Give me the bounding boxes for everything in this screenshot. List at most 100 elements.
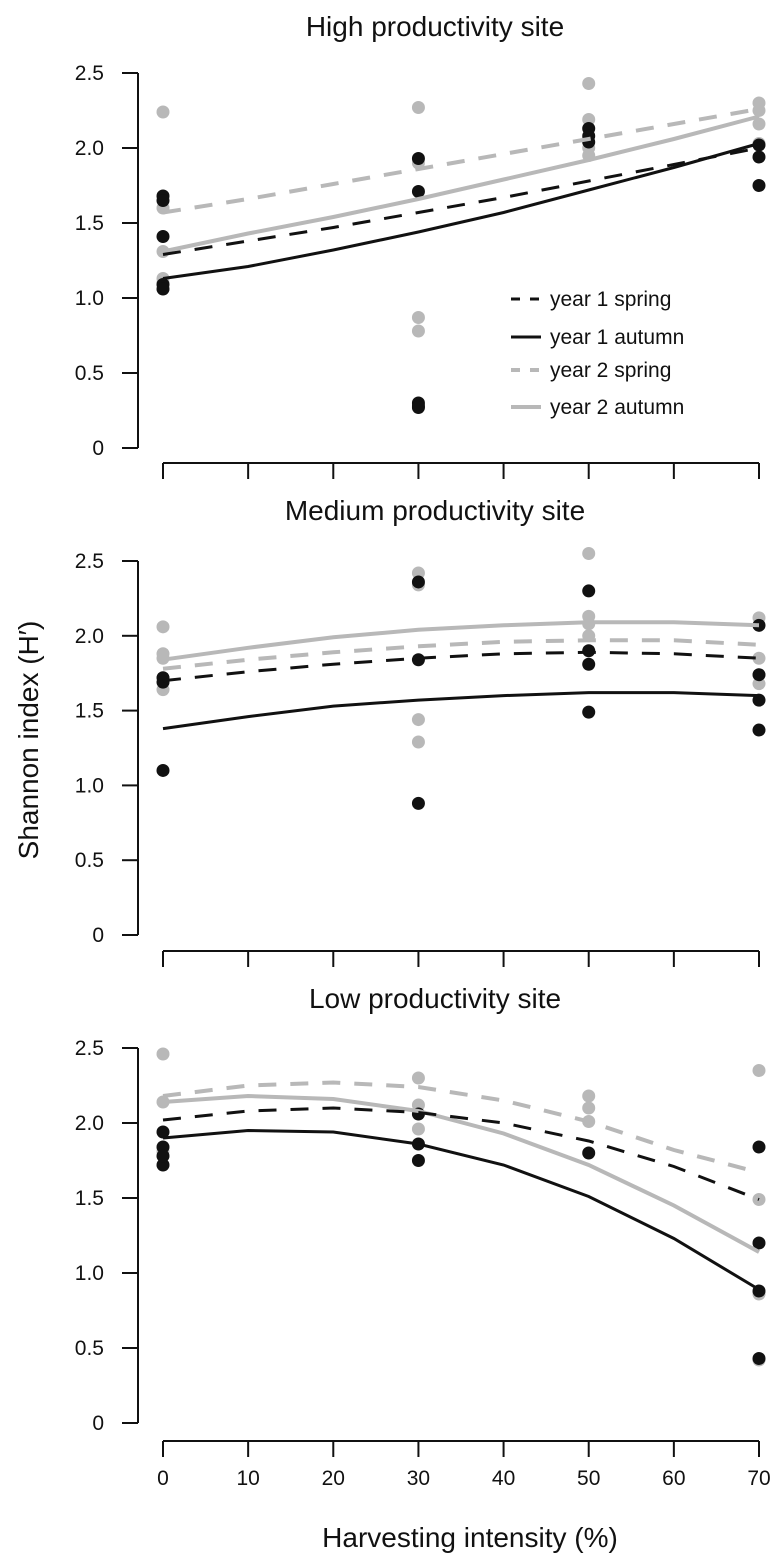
- y-tick-label: 0: [92, 1412, 104, 1435]
- panel-title: Low productivity site: [309, 983, 561, 1014]
- data-point: [582, 113, 596, 126]
- data-point: [582, 584, 596, 598]
- data-point: [411, 324, 425, 338]
- fit-line: [162, 1080, 760, 1175]
- data-point: [582, 77, 596, 90]
- x-tick-label: 60: [662, 1467, 685, 1490]
- y-tick-label: 2.0: [75, 625, 104, 648]
- data-point: [411, 566, 425, 580]
- data-point: [582, 547, 596, 561]
- fit-line: [162, 1093, 760, 1254]
- panel-3: Low productivity site 0 0.5 1.0 1.5 2.0 2.5 0 10…: [75, 983, 771, 1490]
- data-point: [582, 644, 596, 658]
- data-point: [752, 150, 766, 164]
- data-point: [752, 117, 766, 131]
- y-tick-label: 0.5: [75, 362, 104, 385]
- legend-label: year 2 spring: [550, 359, 671, 382]
- y-tick-label: 1.0: [75, 774, 104, 797]
- data-point: [752, 651, 766, 665]
- data-point: [752, 668, 766, 682]
- fit-line: [162, 691, 760, 731]
- data-point: [156, 1047, 170, 1061]
- panel-title: High productivity site: [306, 11, 564, 42]
- data-point: [411, 653, 425, 667]
- y-tick-label: 2.5: [75, 1037, 104, 1060]
- data-point: [411, 311, 425, 324]
- data-point: [156, 194, 170, 207]
- x-tick-label: 20: [322, 1467, 345, 1490]
- data-point: [752, 677, 766, 691]
- data-point: [411, 1154, 425, 1167]
- data-point: [411, 401, 425, 414]
- y-tick-label: 1.0: [75, 1262, 104, 1285]
- data-point: [411, 713, 425, 727]
- data-point: [411, 1098, 425, 1112]
- x-tick-label: 30: [407, 1467, 430, 1490]
- panel-2: Medium productivity site 0 0.5 1.0 1.5 2.0 2.5: [75, 495, 766, 967]
- x-tick-label: 50: [577, 1467, 600, 1490]
- data-point: [411, 101, 425, 114]
- legend: year 1 spring year 1 autumn year 2 spring y…: [511, 288, 684, 419]
- data-point: [582, 657, 596, 671]
- data-point: [411, 152, 425, 165]
- data-point: [156, 105, 170, 119]
- data-point: [156, 230, 170, 243]
- data-point: [411, 796, 425, 810]
- data-point: [156, 1158, 170, 1172]
- data-point: [411, 185, 425, 198]
- y-tick-label: 0: [92, 924, 104, 947]
- data-point: [752, 618, 766, 632]
- fit-line: [162, 620, 760, 662]
- data-point: [752, 1352, 766, 1365]
- panel-1: High productivity site 0 0.5 1.0 1.5 2.0 2.5: [75, 11, 766, 479]
- data-point: [752, 1140, 766, 1154]
- legend-label: year 2 autumn: [550, 396, 684, 419]
- data-point: [156, 675, 170, 689]
- x-tick-label: 70: [747, 1467, 770, 1490]
- y-tick-label: 1.5: [75, 212, 104, 235]
- panel-title: Medium productivity site: [285, 495, 585, 526]
- x-tick-label: 0: [157, 1467, 169, 1490]
- y-tick-label: 0: [92, 437, 104, 460]
- x-tick-label: 10: [236, 1467, 259, 1490]
- y-axis-label: Shannon index (H′): [13, 621, 44, 860]
- data-point: [582, 1089, 596, 1103]
- data-point: [156, 282, 170, 296]
- data-point: [156, 620, 170, 634]
- fit-line: [162, 107, 760, 215]
- data-point: [582, 705, 596, 719]
- y-tick-label: 1.0: [75, 287, 104, 310]
- y-tick-label: 2.0: [75, 1112, 104, 1135]
- y-tick-label: 1.5: [75, 1187, 104, 1210]
- data-point: [582, 1146, 596, 1160]
- fit-line: [162, 650, 760, 683]
- y-tick-label: 0.5: [75, 1337, 104, 1360]
- fit-line: [162, 1106, 760, 1201]
- data-point: [411, 1122, 425, 1136]
- data-point: [752, 1236, 766, 1250]
- y-tick-label: 0.5: [75, 849, 104, 872]
- panels: High productivity site 0 0.5 1.0 1.5 2.0 2.5 Me…: [75, 11, 771, 1490]
- y-tick-label: 2.0: [75, 137, 104, 160]
- y-tick-label: 2.5: [75, 62, 104, 85]
- data-point: [752, 179, 766, 192]
- data-point: [156, 763, 170, 777]
- legend-label: year 1 autumn: [550, 326, 684, 349]
- fit-line: [162, 146, 760, 256]
- data-point: [752, 1064, 766, 1077]
- x-axis-label: Harvesting intensity (%): [322, 1522, 618, 1553]
- fit-line: [162, 1128, 760, 1291]
- legend-label: year 1 spring: [550, 288, 671, 311]
- data-point: [156, 1125, 170, 1139]
- fit-line: [162, 142, 760, 280]
- x-tick-label: 40: [492, 1467, 515, 1490]
- data-point: [752, 723, 766, 737]
- data-point: [411, 1071, 425, 1085]
- y-tick-label: 2.5: [75, 550, 104, 573]
- data-point: [411, 575, 425, 589]
- data-point: [752, 104, 766, 117]
- data-point: [582, 1101, 596, 1115]
- data-point: [411, 735, 425, 749]
- data-point: [156, 1149, 170, 1163]
